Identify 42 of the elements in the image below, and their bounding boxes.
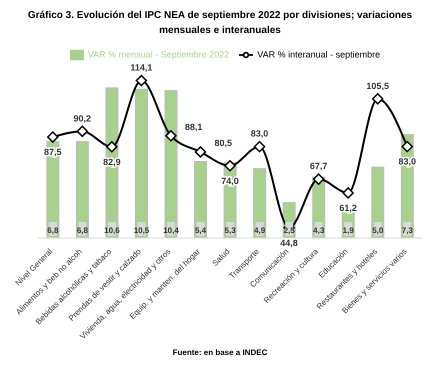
data-label: 44,8 xyxy=(280,238,298,248)
point xyxy=(165,130,177,142)
data-label: 83,0 xyxy=(250,128,268,139)
data-label: 90,2 xyxy=(74,113,92,124)
bar xyxy=(76,141,89,238)
data-label: 5,3 xyxy=(224,226,236,235)
data-label: 10,5 xyxy=(134,226,150,235)
data-label: 10,6 xyxy=(104,226,120,235)
point xyxy=(136,74,148,86)
bar xyxy=(194,161,208,238)
data-label: 114,1 xyxy=(130,62,152,73)
data-label: 4,3 xyxy=(313,226,325,235)
data-label: 5,0 xyxy=(372,226,384,235)
data-label: 4,9 xyxy=(254,226,266,235)
point xyxy=(47,131,59,143)
point xyxy=(106,141,118,153)
data-label: 61,2 xyxy=(339,202,357,213)
chart-title: Gráfico 3. Evolución del IPC NEA de septiembre 2022 por divisiones; variaciones mensuales e interanuales xyxy=(26,9,414,38)
data-label: 7,3 xyxy=(402,226,414,235)
data-label: 80,5 xyxy=(214,138,232,148)
data-label: 67,7 xyxy=(310,161,328,172)
data-label: 105,5 xyxy=(366,80,389,91)
data-label: 6,8 xyxy=(76,226,89,235)
legend-label: VAR % interanual - septiembre xyxy=(257,49,380,60)
data-label: 6,8 xyxy=(47,226,59,235)
point xyxy=(342,187,354,199)
bar xyxy=(134,88,148,238)
source-note: Fuente: en base a INDEC xyxy=(172,348,268,357)
bar xyxy=(164,90,178,238)
data-label: 2,5 xyxy=(284,226,296,235)
data-label: 5,4 xyxy=(194,226,207,235)
point xyxy=(372,93,384,105)
data-label: 1,9 xyxy=(342,226,354,235)
point xyxy=(312,173,324,185)
point xyxy=(254,140,266,152)
data-label: 10,4 xyxy=(163,226,180,235)
point xyxy=(224,160,236,172)
point xyxy=(76,126,88,138)
point xyxy=(194,146,206,158)
legend-label: VAR % mensual - Septiembre 2022 xyxy=(88,49,230,60)
point xyxy=(401,140,413,152)
data-label: 88,1 xyxy=(184,122,202,132)
